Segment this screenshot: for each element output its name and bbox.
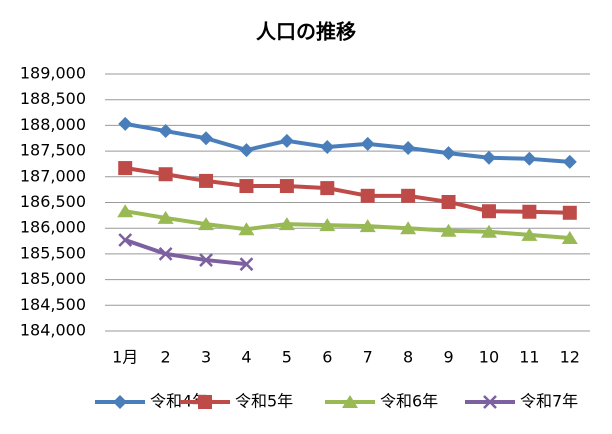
data-point	[158, 124, 173, 139]
data-point	[481, 204, 496, 219]
data-point	[401, 141, 416, 156]
legend-marker	[113, 395, 127, 409]
data-point	[279, 133, 294, 148]
y-tick-label: 185,500	[20, 243, 86, 262]
legend-marker	[198, 395, 212, 409]
series-line	[124, 238, 247, 267]
x-tick-label: 6	[322, 348, 332, 367]
data-point	[279, 179, 294, 194]
data-point	[278, 217, 295, 231]
x-tick-label: 4	[241, 348, 251, 367]
series-line	[124, 209, 570, 240]
data-point	[522, 204, 537, 219]
legend-marker	[342, 395, 358, 408]
x-tick-label: 2	[161, 348, 171, 367]
data-point	[401, 188, 416, 203]
x-tick-label: 7	[363, 348, 373, 367]
data-point	[319, 218, 336, 232]
data-point	[158, 167, 173, 182]
data-point	[199, 173, 214, 188]
series-line	[124, 166, 570, 215]
legend-label: 令和4年	[150, 392, 208, 411]
data-point	[118, 116, 133, 131]
data-point	[239, 257, 254, 272]
data-point	[480, 224, 497, 238]
data-point	[359, 219, 376, 233]
y-tick-label: 188,000	[20, 115, 86, 134]
x-tick-label: 10	[479, 348, 499, 367]
y-tick-label: 189,000	[20, 64, 86, 83]
data-point	[198, 217, 215, 231]
data-point	[320, 181, 335, 196]
series-line	[124, 121, 570, 164]
x-tick-label: 9	[443, 348, 453, 367]
legend-marker	[483, 395, 497, 409]
data-point	[118, 161, 133, 176]
x-tick-label: 8	[403, 348, 413, 367]
x-tick-label: 3	[201, 348, 211, 367]
data-point	[360, 188, 375, 203]
data-point	[117, 204, 134, 218]
data-point	[441, 146, 456, 161]
y-tick-label: 184,000	[20, 321, 86, 340]
y-tick-label: 187,000	[20, 166, 86, 185]
data-point	[400, 221, 417, 235]
data-point	[440, 223, 457, 237]
legend-label: 令和7年	[520, 392, 578, 411]
data-point	[481, 150, 496, 165]
x-tick-label: 1月	[112, 348, 138, 367]
data-point	[239, 179, 254, 194]
data-point	[522, 151, 537, 166]
x-tick-label: 11	[519, 348, 539, 367]
data-point	[562, 205, 577, 220]
y-tick-label: 185,000	[20, 269, 86, 288]
data-point	[320, 139, 335, 154]
data-point	[118, 233, 133, 247]
data-point	[360, 136, 375, 151]
data-point	[199, 253, 213, 267]
chart-title: 人口の推移	[256, 20, 356, 44]
y-tick-label: 184,500	[20, 295, 86, 314]
y-tick-label: 186,500	[20, 192, 86, 211]
x-tick-label: 5	[282, 348, 292, 367]
data-point	[199, 131, 214, 146]
data-point	[158, 247, 173, 261]
legend-label: 令和5年	[235, 392, 293, 411]
data-point	[562, 154, 577, 169]
y-tick-label: 186,000	[20, 218, 86, 237]
y-tick-label: 187,500	[20, 141, 86, 160]
data-point	[561, 230, 578, 244]
y-tick-label: 188,500	[20, 89, 86, 108]
data-point	[157, 210, 174, 224]
data-point	[441, 194, 456, 209]
data-point	[238, 222, 255, 236]
legend-label: 令和6年	[380, 392, 438, 411]
x-tick-label: 12	[560, 348, 580, 367]
data-point	[239, 143, 254, 158]
data-point	[521, 227, 538, 241]
